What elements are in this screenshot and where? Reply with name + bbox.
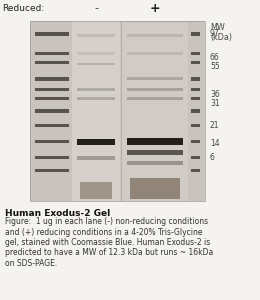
Text: on SDS-PAGE.: on SDS-PAGE. (5, 259, 57, 268)
Bar (191, 110, 200, 112)
Text: predicted to have a MW of 12.3 kDa but runs ~ 16kDa: predicted to have a MW of 12.3 kDa but r… (5, 248, 213, 257)
Bar (127, 139, 183, 145)
Bar (35, 52, 69, 56)
Bar (127, 88, 183, 91)
Bar (35, 124, 69, 127)
Text: Reduced:: Reduced: (2, 4, 44, 13)
Text: 31: 31 (210, 99, 220, 108)
Bar (77, 139, 115, 145)
Bar (35, 156, 69, 159)
Bar (35, 77, 69, 80)
Text: and (+) reducing conditions in a 4-20% Tris-Glycine: and (+) reducing conditions in a 4-20% T… (5, 228, 203, 237)
Bar (35, 110, 69, 112)
Bar (127, 77, 183, 80)
Bar (35, 169, 69, 172)
Bar (35, 61, 69, 64)
Text: 14: 14 (210, 139, 220, 148)
Text: -: - (94, 4, 98, 14)
Text: MW
(kDa): MW (kDa) (210, 23, 232, 42)
Bar (72, 21, 120, 201)
Bar (77, 97, 115, 100)
Bar (35, 32, 69, 36)
Bar (191, 61, 200, 64)
Bar (127, 52, 183, 55)
Bar (191, 77, 200, 80)
Bar (120, 21, 122, 201)
Text: 36: 36 (210, 90, 220, 99)
Bar (32, 21, 72, 201)
Bar (127, 97, 183, 100)
Bar (35, 88, 69, 91)
Bar (30, 21, 205, 201)
Text: 55: 55 (210, 61, 220, 70)
Bar (30, 21, 205, 201)
Bar (191, 97, 200, 100)
Bar (77, 63, 115, 65)
Bar (130, 178, 180, 199)
Bar (77, 52, 115, 55)
Text: 97: 97 (210, 29, 220, 38)
Bar (188, 21, 203, 201)
Bar (127, 161, 183, 165)
Bar (191, 169, 200, 172)
Bar (191, 124, 200, 127)
Bar (35, 97, 69, 100)
Bar (191, 156, 200, 159)
Text: 21: 21 (210, 121, 219, 130)
Bar (127, 150, 183, 155)
Bar (191, 32, 200, 36)
Text: +: + (150, 2, 160, 15)
Bar (77, 156, 115, 160)
Bar (191, 88, 200, 91)
Text: 6: 6 (210, 153, 215, 162)
Text: gel, stained with Coomassie Blue. Human Exodus-2 is: gel, stained with Coomassie Blue. Human … (5, 238, 210, 247)
Bar (191, 140, 200, 143)
Text: Human Exodus-2 Gel: Human Exodus-2 Gel (5, 209, 110, 218)
Bar (35, 140, 69, 143)
Bar (80, 182, 112, 199)
Text: Figure:  1 ug in each lane (-) non-reducing conditions: Figure: 1 ug in each lane (-) non-reduci… (5, 218, 208, 226)
Bar (191, 52, 200, 56)
Bar (77, 34, 115, 37)
Bar (122, 21, 188, 201)
Text: 66: 66 (210, 52, 220, 62)
Bar (77, 88, 115, 91)
Bar (127, 34, 183, 37)
